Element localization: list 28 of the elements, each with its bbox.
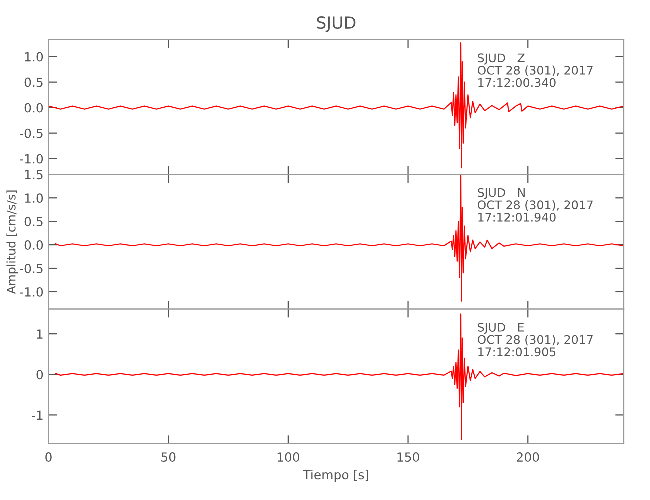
x-tick-label: 200 <box>517 452 540 462</box>
y-tick-label: 1.0 <box>25 52 44 62</box>
line-series <box>48 42 624 169</box>
y-tick-label: 0.0 <box>24 240 44 250</box>
y-tick-label: -0.5 <box>20 128 43 138</box>
annotation: SJUD E OCT 28 (301), 2017 17:12:01.905 <box>478 323 593 357</box>
y-tick-label: -0.5 <box>20 264 43 274</box>
x-tick-label: 100 <box>278 452 300 462</box>
y-tick-label: -1.0 <box>20 154 44 164</box>
x-axis-title: Tiempo [s] <box>303 470 369 482</box>
x-tick-label: 0 <box>46 452 52 462</box>
y-axis-title: Amplitud [cm/s/s] <box>6 190 18 294</box>
y-tick-label: 0.5 <box>24 78 43 88</box>
chart-title: SJUD <box>317 16 356 32</box>
y-tick-label: -1 <box>32 410 43 420</box>
y-tick-label: 1 <box>37 330 43 339</box>
annotation: SJUD N OCT 28 (301), 2017 17:12:01.940 <box>478 188 593 222</box>
annotation: SJUD Z OCT 28 (301), 2017 17:12:00.340 <box>478 54 593 88</box>
y-tick-label: -1.0 <box>20 287 44 297</box>
x-tick-label: 50 <box>162 452 176 462</box>
y-tick-label: 1.0 <box>25 194 44 204</box>
y-tick-label: 1.5 <box>25 170 43 180</box>
y-tick-label: 0.0 <box>24 103 44 113</box>
line-series <box>55 314 624 440</box>
line-series <box>55 175 624 302</box>
y-tick-label: 0.5 <box>24 217 43 227</box>
y-tick-label: 0 <box>36 370 44 380</box>
x-tick-label: 150 <box>398 452 420 462</box>
